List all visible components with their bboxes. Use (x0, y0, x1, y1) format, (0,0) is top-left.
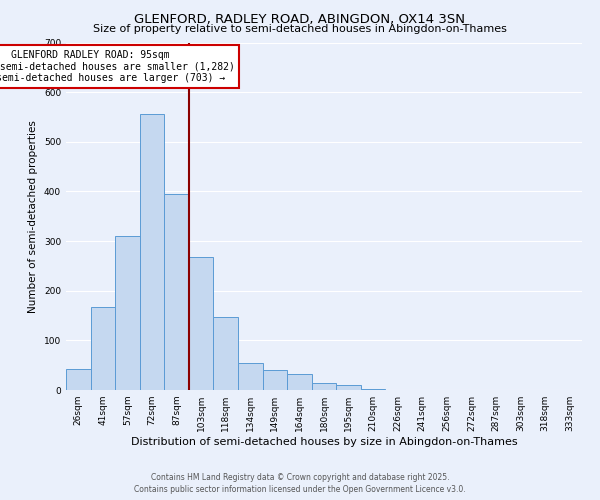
Bar (189, 257, 214, 390)
Bar (336, 385, 361, 390)
Bar (263, 370, 287, 390)
Bar (66, 369, 91, 390)
Bar (214, 316, 238, 390)
Text: Size of property relative to semi-detached houses in Abingdon-on-Thames: Size of property relative to semi-detach… (93, 24, 507, 34)
Bar (140, 114, 164, 390)
Text: GLENFORD, RADLEY ROAD, ABINGDON, OX14 3SN: GLENFORD, RADLEY ROAD, ABINGDON, OX14 3S… (134, 12, 466, 26)
Bar (115, 236, 140, 390)
Bar (238, 362, 263, 390)
Text: GLENFORD RADLEY ROAD: 95sqm
← 64% of semi-detached houses are smaller (1,282)
35: GLENFORD RADLEY ROAD: 95sqm ← 64% of sem… (0, 50, 235, 83)
Bar (91, 306, 115, 390)
Bar (312, 382, 336, 390)
Bar (361, 389, 385, 390)
Bar (164, 194, 189, 390)
Bar (287, 374, 312, 390)
Y-axis label: Number of semi-detached properties: Number of semi-detached properties (28, 120, 38, 312)
X-axis label: Distribution of semi-detached houses by size in Abingdon-on-Thames: Distribution of semi-detached houses by … (131, 437, 517, 447)
Text: Contains HM Land Registry data © Crown copyright and database right 2025.
Contai: Contains HM Land Registry data © Crown c… (134, 473, 466, 494)
